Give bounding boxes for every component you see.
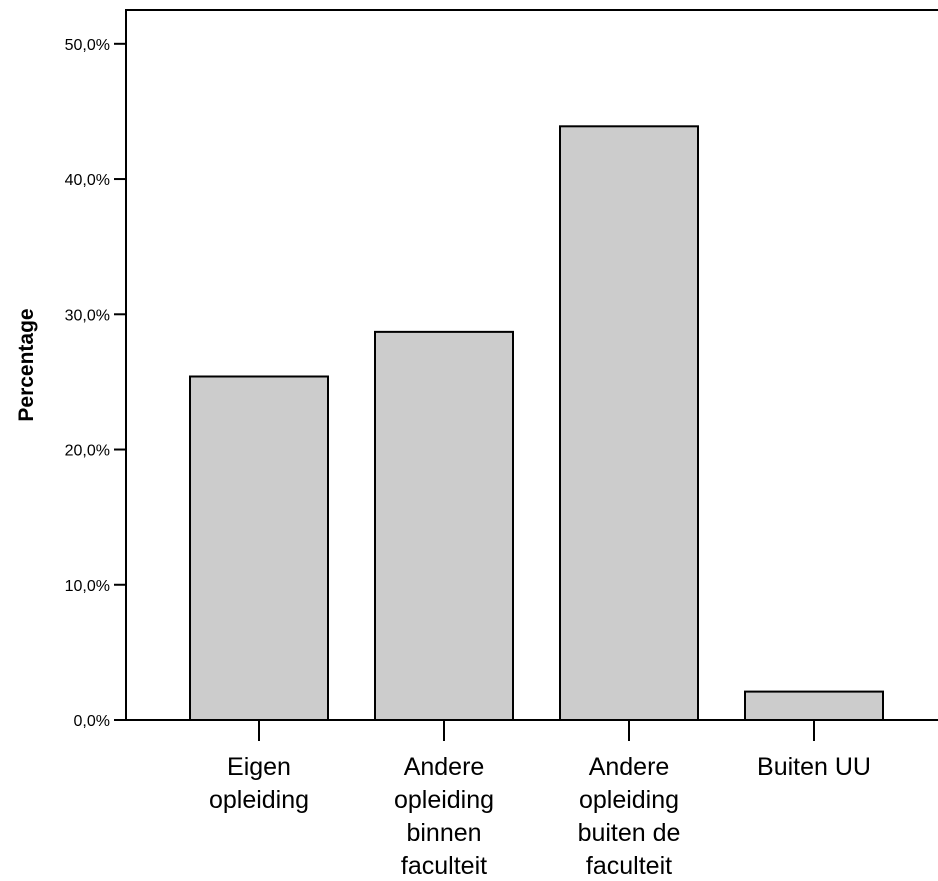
bar-1 [189,375,329,721]
y-tick-label: 40,0% [65,172,110,189]
axis-frame [125,9,938,721]
x-ticks-group: Eigen opleiding Andere opleiding binnen facul… [209,720,871,880]
x-category-label: Andere opleiding binnen faculteit [394,753,494,880]
y-ticks-group: 0,0% 10,0% 20,0% 30,0% 40,0% 50,0% [65,37,126,730]
y-axis-title: Percentage [15,308,38,421]
bar-4 [744,690,884,721]
y-tick-label: 10,0% [65,578,110,595]
x-category-label: Buiten UU [757,753,871,781]
y-tick-label: 20,0% [65,443,110,460]
bar-2 [374,330,514,721]
y-tick-label: 30,0% [65,307,110,324]
x-category-label: Andere opleiding buiten de faculteit [578,753,681,880]
y-tick-label: 50,0% [65,37,110,54]
bars-group [189,125,884,722]
y-tick-label: 0,0% [74,713,110,730]
x-category-label: Eigen opleiding [209,753,309,814]
bar-3 [559,125,699,722]
